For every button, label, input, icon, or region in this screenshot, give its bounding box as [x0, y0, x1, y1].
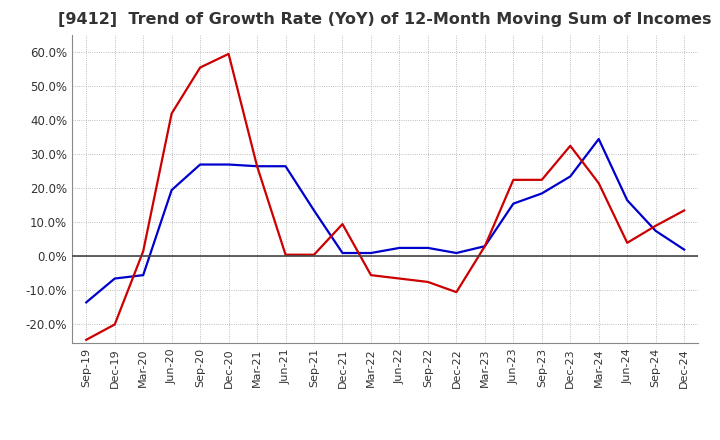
- Net Income Growth Rate: [680, 208, 688, 213]
- Ordinary Income Growth Rate: [680, 247, 688, 252]
- Net Income Growth Rate: [366, 272, 375, 278]
- Net Income Growth Rate: [310, 252, 318, 257]
- Ordinary Income Growth Rate: [537, 191, 546, 196]
- Ordinary Income Growth Rate: [623, 198, 631, 203]
- Ordinary Income Growth Rate: [282, 164, 290, 169]
- Net Income Growth Rate: [167, 111, 176, 116]
- Net Income Growth Rate: [509, 177, 518, 183]
- Ordinary Income Growth Rate: [253, 164, 261, 169]
- Net Income Growth Rate: [595, 180, 603, 186]
- Ordinary Income Growth Rate: [366, 250, 375, 256]
- Net Income Growth Rate: [225, 51, 233, 57]
- Net Income Growth Rate: [338, 221, 347, 227]
- Net Income Growth Rate: [537, 177, 546, 183]
- Ordinary Income Growth Rate: [566, 174, 575, 179]
- Net Income Growth Rate: [423, 279, 432, 285]
- Ordinary Income Growth Rate: [225, 162, 233, 167]
- Ordinary Income Growth Rate: [310, 208, 318, 213]
- Line: Ordinary Income Growth Rate: Ordinary Income Growth Rate: [86, 139, 684, 302]
- Ordinary Income Growth Rate: [139, 272, 148, 278]
- Net Income Growth Rate: [110, 322, 119, 327]
- Ordinary Income Growth Rate: [395, 245, 404, 250]
- Net Income Growth Rate: [139, 249, 148, 254]
- Net Income Growth Rate: [395, 276, 404, 281]
- Net Income Growth Rate: [282, 252, 290, 257]
- Net Income Growth Rate: [480, 244, 489, 249]
- Ordinary Income Growth Rate: [509, 201, 518, 206]
- Ordinary Income Growth Rate: [595, 136, 603, 142]
- Net Income Growth Rate: [253, 164, 261, 169]
- Net Income Growth Rate: [652, 223, 660, 228]
- Ordinary Income Growth Rate: [423, 245, 432, 250]
- Ordinary Income Growth Rate: [196, 162, 204, 167]
- Ordinary Income Growth Rate: [480, 244, 489, 249]
- Ordinary Income Growth Rate: [110, 276, 119, 281]
- Ordinary Income Growth Rate: [452, 250, 461, 256]
- Ordinary Income Growth Rate: [167, 187, 176, 193]
- Net Income Growth Rate: [623, 240, 631, 246]
- Ordinary Income Growth Rate: [82, 300, 91, 305]
- Ordinary Income Growth Rate: [338, 250, 347, 256]
- Net Income Growth Rate: [566, 143, 575, 148]
- Title: [9412]  Trend of Growth Rate (YoY) of 12-Month Moving Sum of Incomes: [9412] Trend of Growth Rate (YoY) of 12-…: [58, 12, 712, 27]
- Line: Net Income Growth Rate: Net Income Growth Rate: [86, 54, 684, 340]
- Net Income Growth Rate: [452, 290, 461, 295]
- Ordinary Income Growth Rate: [652, 228, 660, 234]
- Net Income Growth Rate: [196, 65, 204, 70]
- Net Income Growth Rate: [82, 337, 91, 342]
